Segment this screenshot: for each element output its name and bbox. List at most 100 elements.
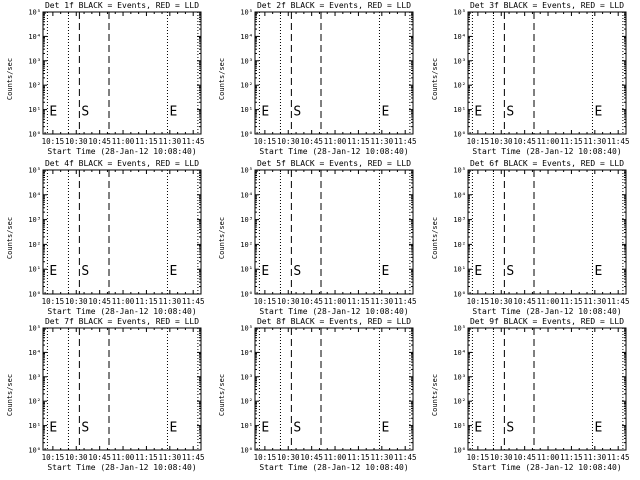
y-tick-label: 10⁰: [240, 131, 253, 139]
x-tick-label: 10:45: [513, 297, 536, 306]
plot-frame: [42, 327, 202, 451]
y-tick-label: 10¹: [240, 422, 253, 430]
x-tick-label: 11:45: [394, 297, 417, 306]
plot-title: Det 6f BLACK = Events, RED = LLD: [470, 159, 624, 168]
x-axis-label: Start Time (28-Jan-12 10:08:40): [47, 307, 196, 316]
x-tick-label: 11:30: [371, 297, 394, 306]
y-tick-label: 10²: [453, 398, 466, 406]
x-tick-label: 11:45: [607, 297, 630, 306]
x-tick-label: 11:45: [394, 453, 417, 462]
y-tick-label: 10⁰: [28, 447, 41, 455]
x-tick-label: 11:15: [347, 453, 370, 462]
y-axis-label: Counts/sec: [431, 217, 439, 259]
event-marker-s: S: [506, 264, 514, 279]
y-tick-label: 10²: [28, 398, 41, 406]
event-marker-s: S: [293, 105, 301, 120]
y-tick-label: 10⁵: [453, 9, 466, 17]
y-tick-label: 10⁴: [453, 33, 466, 41]
event-marker-e: E: [381, 264, 389, 279]
y-axis-label: Counts/sec: [218, 217, 226, 259]
x-tick-label: 10:45: [300, 137, 323, 146]
x-tick-label: 10:30: [490, 297, 513, 306]
x-tick-label: 11:00: [537, 297, 560, 306]
x-tick-label: 10:30: [65, 453, 88, 462]
x-tick-label: 10:15: [254, 297, 277, 306]
plot-title: Det 7f BLACK = Events, RED = LLD: [45, 317, 199, 326]
plot-frame: [467, 11, 627, 135]
x-tick-label: 11:45: [182, 297, 205, 306]
y-tick-label: 10²: [453, 82, 466, 90]
x-axis-label: Start Time (28-Jan-12 10:08:40): [472, 307, 621, 316]
plot-frame: [467, 327, 627, 451]
x-tick-label: 10:15: [42, 453, 65, 462]
y-tick-label: 10⁰: [28, 131, 41, 139]
y-axis-label: Counts/sec: [431, 58, 439, 100]
y-tick-label: 10¹: [453, 266, 466, 274]
x-axis-label: Start Time (28-Jan-12 10:08:40): [259, 147, 408, 156]
x-tick-label: 11:45: [607, 137, 630, 146]
y-tick-label: 10¹: [453, 422, 466, 430]
event-marker-s: S: [81, 421, 89, 436]
x-tick-label: 11:00: [112, 453, 135, 462]
x-tick-label: 11:15: [135, 453, 158, 462]
y-tick-label: 10³: [453, 216, 466, 224]
y-tick-label: 10³: [28, 216, 41, 224]
plot-title: Det 3f BLACK = Events, RED = LLD: [470, 1, 624, 10]
x-tick-label: 10:30: [65, 297, 88, 306]
y-tick-label: 10¹: [28, 422, 41, 430]
y-tick-label: 10³: [28, 57, 41, 65]
x-tick-label: 10:45: [513, 453, 536, 462]
plot-frame: [42, 11, 202, 135]
x-tick-label: 10:30: [490, 137, 513, 146]
x-tick-label: 10:15: [254, 137, 277, 146]
event-marker-e: E: [474, 105, 482, 120]
x-tick-label: 11:00: [324, 453, 347, 462]
x-tick-label: 11:15: [347, 137, 370, 146]
x-tick-label: 11:00: [537, 137, 560, 146]
x-tick-label: 10:15: [467, 297, 490, 306]
y-tick-label: 10⁴: [28, 349, 41, 357]
x-tick-label: 10:15: [467, 453, 490, 462]
y-tick-label: 10⁴: [453, 349, 466, 357]
y-tick-label: 10⁴: [28, 33, 41, 41]
y-tick-label: 10³: [240, 216, 253, 224]
y-tick-label: 10⁴: [240, 349, 253, 357]
x-tick-label: 11:00: [324, 137, 347, 146]
y-tick-label: 10²: [240, 82, 253, 90]
event-marker-e: E: [474, 264, 482, 279]
y-tick-label: 10²: [453, 241, 466, 249]
x-tick-label: 10:15: [42, 137, 65, 146]
x-tick-label: 10:30: [490, 453, 513, 462]
y-axis-label: Counts/sec: [6, 217, 14, 259]
event-marker-s: S: [293, 421, 301, 436]
y-tick-label: 10²: [240, 398, 253, 406]
x-axis-label: Start Time (28-Jan-12 10:08:40): [47, 463, 196, 472]
y-tick-label: 10³: [453, 373, 466, 381]
x-tick-label: 11:45: [607, 453, 630, 462]
y-axis-label: Counts/sec: [431, 374, 439, 416]
y-tick-label: 10²: [28, 82, 41, 90]
event-marker-e: E: [169, 421, 177, 436]
x-tick-label: 11:45: [394, 137, 417, 146]
x-tick-label: 11:30: [584, 137, 607, 146]
y-tick-label: 10⁵: [28, 167, 41, 175]
y-tick-label: 10⁵: [240, 325, 253, 333]
y-tick-label: 10²: [28, 241, 41, 249]
plot-title: Det 4f BLACK = Events, RED = LLD: [45, 159, 199, 168]
event-marker-e: E: [49, 421, 57, 436]
y-tick-label: 10⁵: [240, 9, 253, 17]
x-tick-label: 11:30: [584, 453, 607, 462]
event-marker-s: S: [506, 421, 514, 436]
y-tick-label: 10³: [28, 373, 41, 381]
plot-frame: [254, 327, 414, 451]
plot-title: Det 8f BLACK = Events, RED = LLD: [257, 317, 411, 326]
x-tick-label: 10:15: [254, 453, 277, 462]
x-tick-label: 10:45: [513, 137, 536, 146]
x-tick-label: 11:15: [560, 297, 583, 306]
y-tick-label: 10³: [240, 373, 253, 381]
y-tick-label: 10³: [240, 57, 253, 65]
